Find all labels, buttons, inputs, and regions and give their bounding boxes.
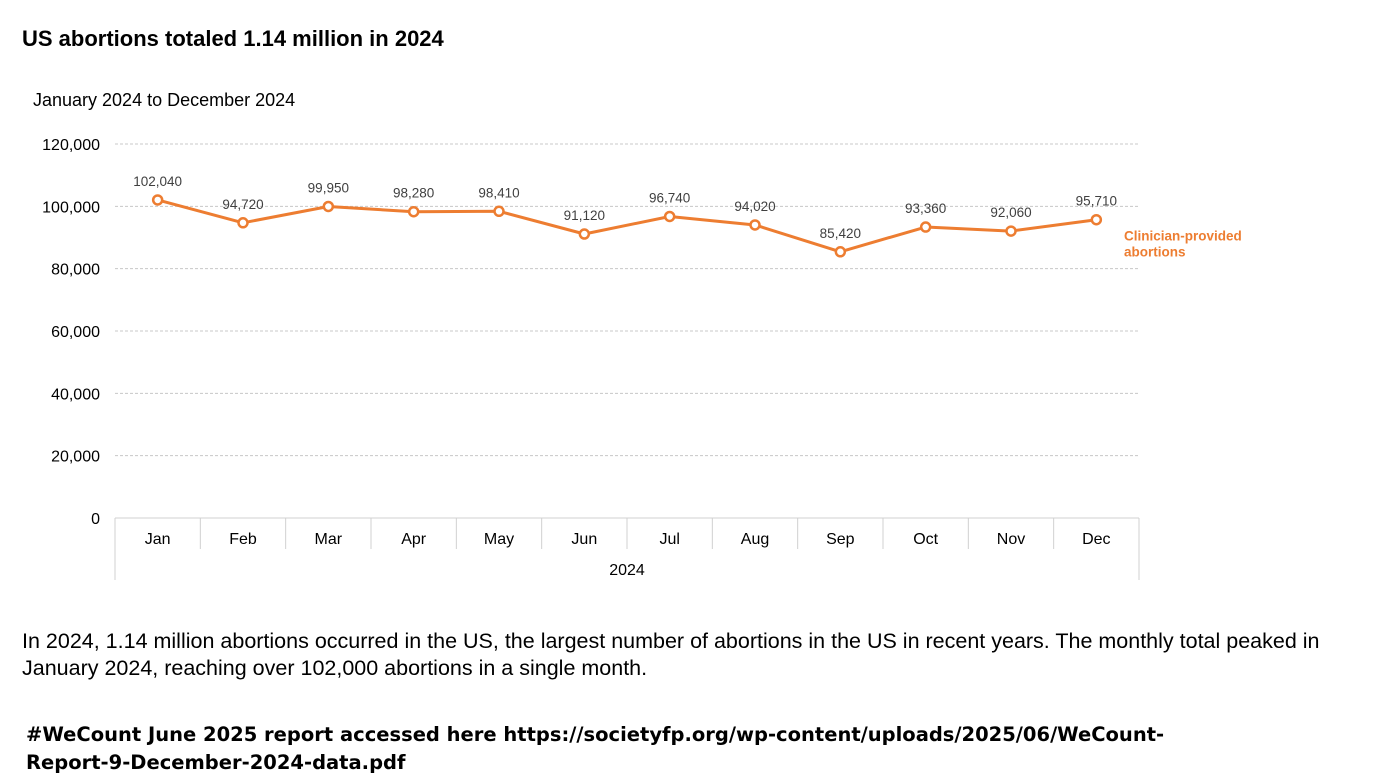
data-label: 98,280 [393,186,434,201]
data-label: 94,720 [222,197,263,212]
data-label: 98,410 [478,185,519,200]
data-label: 96,740 [649,190,690,205]
y-tick-label: 0 [91,511,100,528]
data-point [919,221,932,233]
x-tick-label: Jul [659,531,679,548]
series-line [157,198,1097,254]
x-tick-label: Aug [741,531,769,548]
data-point [578,228,591,240]
data-point [151,194,164,206]
data-label: 99,950 [308,180,349,195]
x-tick-label: Mar [315,531,343,548]
y-tick-label: 20,000 [51,449,100,466]
x-axis-label: 2024 [609,562,645,579]
y-tick-label: 40,000 [51,386,100,403]
data-label: 85,420 [820,226,861,241]
data-point [1005,225,1017,237]
x-tick-label: Jan [145,531,171,548]
series-name-label: Clinician-provided abortions [1124,229,1242,260]
data-point [1090,213,1103,226]
x-tick-label: Dec [1082,531,1110,548]
data-label: 95,710 [1076,194,1117,209]
x-tick-label: Sep [826,531,855,548]
data-point [493,205,505,218]
data-label: 102,040 [133,174,182,189]
line-chart: 0 20,000 40,000 60,000 80,000 100,000 120,000 J… [42,137,1242,580]
data-point [749,219,761,231]
x-tick-label: Feb [229,531,257,548]
data-label: 94,020 [734,199,775,214]
data-point [834,246,847,258]
x-tick-label: Jun [571,531,597,548]
x-tick-label: Oct [913,531,938,548]
y-tick-label: 120,000 [42,137,100,154]
chart-title: US abortions totaled 1.14 million in 202… [22,26,444,51]
data-label: 93,360 [905,201,946,216]
data-point [663,210,676,223]
x-tick-label: May [484,531,514,548]
data-point [322,200,335,213]
y-tick-label: 100,000 [42,199,100,216]
chart-subtitle: January 2024 to December 2024 [33,90,296,110]
data-label: 92,060 [990,205,1031,220]
x-tick-label: Apr [401,531,427,548]
data-point [407,205,420,218]
y-tick-label: 60,000 [51,324,100,341]
x-tick-label: Nov [997,531,1025,548]
y-tick-label: 80,000 [51,262,100,279]
data-label: 91,120 [564,208,605,223]
data-point [237,217,249,229]
chart-caption: In 2024, 1.14 million abortions occurred… [22,629,1320,680]
source-citation: #WeCount June 2025 report accessed here … [26,723,1165,774]
